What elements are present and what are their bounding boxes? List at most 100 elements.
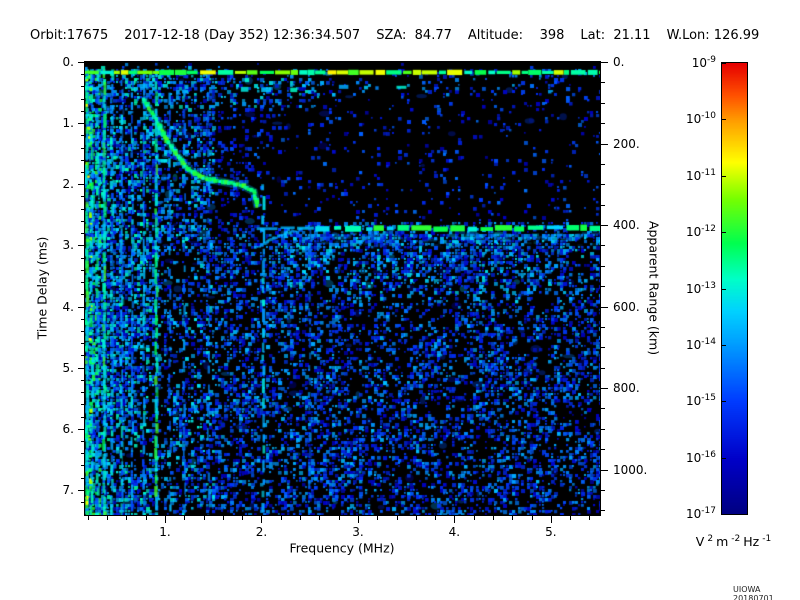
colorbar-label-base: 10 bbox=[686, 225, 702, 240]
y-axis-minor-tick bbox=[81, 343, 85, 345]
y-axis-tick-label: 6. bbox=[62, 421, 74, 436]
x-axis-minor-tick bbox=[145, 516, 147, 520]
range-axis-minor-tick bbox=[601, 245, 605, 247]
y-axis-minor-tick bbox=[81, 404, 85, 406]
colorbar-label-exponent: -14 bbox=[701, 336, 716, 347]
range-axis-minor-tick bbox=[601, 102, 605, 104]
y-axis-tick bbox=[78, 367, 85, 369]
header-latitude: Lat: 21.11 bbox=[580, 28, 651, 43]
y-axis-tick-label: 2. bbox=[62, 177, 74, 192]
y-axis-minor-tick bbox=[81, 441, 85, 443]
y-axis-minor-tick bbox=[81, 453, 85, 455]
x-axis-minor-tick bbox=[415, 516, 417, 520]
y-axis-tick bbox=[78, 489, 85, 491]
range-axis-tick bbox=[601, 143, 608, 145]
x-axis-minor-tick bbox=[570, 516, 572, 520]
y-axis-tick-label: 1. bbox=[62, 116, 74, 131]
header-orbit: Orbit:17675 bbox=[30, 28, 109, 43]
y-axis-tick bbox=[78, 184, 85, 186]
y-axis-minor-tick bbox=[81, 74, 85, 76]
range-axis-tick bbox=[601, 469, 608, 471]
y-axis-minor-tick bbox=[81, 416, 85, 418]
x-axis-minor-tick bbox=[512, 516, 514, 520]
y-axis-tick-label: 0. bbox=[62, 55, 74, 69]
header-datetime: 2017-12-18 (Day 352) 12:36:34.507 bbox=[124, 28, 361, 43]
y-axis-minor-tick bbox=[81, 196, 85, 198]
range-axis-tick-label: 200. bbox=[613, 136, 640, 151]
x-axis-tick bbox=[261, 516, 263, 523]
colorbar-tick bbox=[722, 175, 726, 177]
range-axis-minor-tick bbox=[601, 82, 605, 84]
colorbar-label-base: 10 bbox=[686, 450, 702, 465]
y-axis-minor-tick bbox=[81, 110, 85, 112]
x-axis-tick-label: 2. bbox=[255, 525, 268, 539]
y-axis-minor-tick bbox=[81, 294, 85, 296]
y-axis-minor-tick bbox=[81, 172, 85, 174]
y-axis-minor-tick bbox=[81, 392, 85, 394]
colorbar-tick bbox=[722, 119, 726, 121]
colorbar-tick-label: 10-17 bbox=[652, 506, 716, 522]
range-axis-tick bbox=[601, 388, 608, 390]
y-axis-minor-tick bbox=[81, 220, 85, 222]
header-sza: SZA: 84.77 bbox=[376, 28, 452, 43]
x-axis-minor-tick bbox=[338, 516, 340, 520]
x-axis-minor-tick bbox=[222, 516, 224, 520]
range-axis-minor-tick bbox=[601, 347, 605, 349]
colorbar-label-base: 10 bbox=[686, 281, 702, 296]
range-axis-minor-tick bbox=[601, 163, 605, 165]
x-axis-minor-tick bbox=[203, 516, 205, 520]
header-info: Orbit:17675 2017-12-18 (Day 352) 12:36:3… bbox=[30, 28, 759, 43]
y-axis-tick-label: 3. bbox=[62, 238, 74, 253]
colorbar-tick bbox=[722, 401, 726, 403]
x-axis-title: Frequency (MHz) bbox=[289, 540, 395, 556]
y-axis-tick-label: 4. bbox=[62, 299, 74, 314]
colorbar-unit: V 2 m -2 Hz -1 bbox=[665, 534, 800, 549]
x-axis-minor-tick bbox=[531, 516, 533, 520]
colorbar-label-base: 10 bbox=[686, 337, 702, 352]
y-axis-minor-tick bbox=[81, 330, 85, 332]
y-axis-minor-tick bbox=[81, 257, 85, 259]
x-axis-tick bbox=[357, 516, 359, 523]
y-axis-minor-tick bbox=[81, 355, 85, 357]
range-axis-minor-tick bbox=[601, 286, 605, 288]
range-axis-minor-tick bbox=[601, 265, 605, 267]
y-axis-minor-tick bbox=[81, 502, 85, 504]
colorbar-label-exponent: -17 bbox=[701, 506, 716, 516]
colorbar-label-exponent: -10 bbox=[701, 111, 716, 122]
colorbar-label-base: 10 bbox=[686, 394, 702, 409]
colorbar-tick bbox=[722, 514, 726, 515]
colorbar-tick-label: 10-16 bbox=[652, 450, 716, 466]
y-axis-minor-tick bbox=[81, 86, 85, 88]
range-axis-tick-label: 400. bbox=[613, 218, 640, 233]
y-axis-minor-tick bbox=[81, 477, 85, 479]
colorbar-tick-label: 10-13 bbox=[652, 281, 716, 297]
x-axis-minor-tick bbox=[492, 516, 494, 520]
colorbar-tick bbox=[722, 344, 726, 346]
y-axis-tick bbox=[78, 306, 85, 308]
x-axis-minor-tick bbox=[435, 516, 437, 520]
range-axis-minor-tick bbox=[601, 123, 605, 125]
range-axis-minor-tick bbox=[601, 510, 605, 512]
colorbar-tick-label: 10-12 bbox=[652, 224, 716, 240]
x-axis-minor-tick bbox=[87, 516, 89, 520]
colorbar-label-base: 10 bbox=[686, 112, 702, 127]
y-axis-tick bbox=[78, 123, 85, 125]
colorbar-tick-label: 10-10 bbox=[652, 111, 716, 127]
y-axis-tick bbox=[78, 62, 85, 63]
y-axis-minor-tick bbox=[81, 269, 85, 271]
y-axis-tick-label: 7. bbox=[62, 482, 74, 497]
range-axis-tick-label: 0. bbox=[613, 55, 625, 69]
x-axis-tick-label: 3. bbox=[352, 525, 364, 539]
colorbar-tick-label: 10-11 bbox=[652, 168, 716, 184]
y-axis-minor-tick bbox=[81, 147, 85, 149]
colorbar-label-base: 10 bbox=[691, 56, 708, 70]
x-axis-tick bbox=[165, 516, 167, 523]
x-axis-tick bbox=[550, 516, 552, 523]
range-axis-tick-label: 1000. bbox=[613, 462, 648, 477]
x-axis-minor-tick bbox=[300, 516, 302, 520]
unit-part: Hz -1 bbox=[743, 533, 772, 549]
x-axis-minor-tick bbox=[126, 516, 128, 520]
colorbar-tick bbox=[722, 288, 726, 290]
x-axis-minor-tick bbox=[473, 516, 475, 520]
